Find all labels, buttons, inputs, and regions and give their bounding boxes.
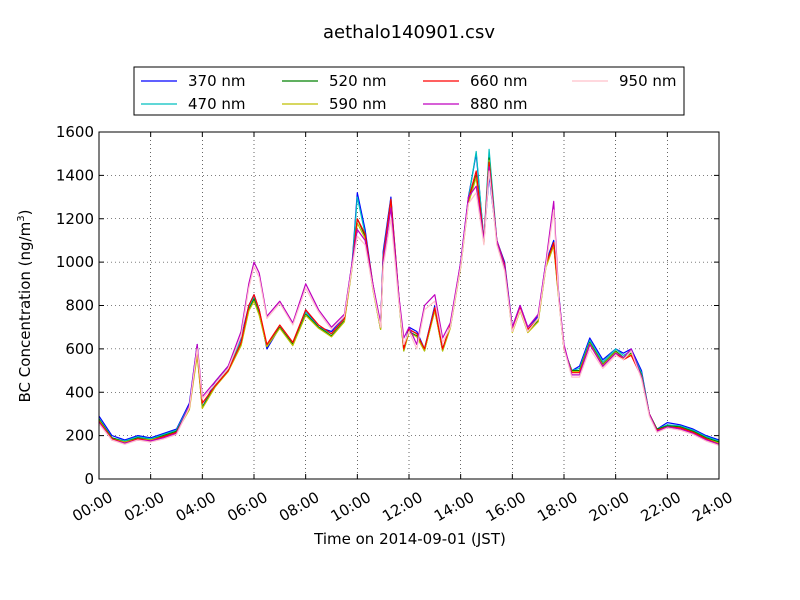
x-tick-label: 22:00 bbox=[638, 488, 684, 525]
x-tick-label: 18:00 bbox=[534, 488, 580, 525]
y-tick-label: 800 bbox=[65, 297, 94, 315]
legend-label: 370 nm bbox=[188, 72, 246, 90]
y-axis-label-sup: 3 bbox=[16, 215, 27, 221]
legend-label: 880 nm bbox=[470, 95, 528, 113]
y-axis-label-end: ) bbox=[16, 210, 34, 216]
series-line bbox=[98, 166, 720, 445]
x-axis-label: Time on 2014-09-01 (JST) bbox=[313, 530, 506, 548]
y-tick-label: 200 bbox=[65, 427, 94, 445]
grid-lines bbox=[99, 132, 719, 479]
y-tick-label: 1200 bbox=[56, 210, 94, 228]
y-tick-label: 600 bbox=[65, 340, 94, 358]
legend-label: 590 nm bbox=[329, 95, 387, 113]
x-tick-label: 14:00 bbox=[431, 488, 477, 525]
y-tick-label: 400 bbox=[65, 383, 94, 401]
x-tick-label: 20:00 bbox=[586, 488, 632, 525]
x-tick-label: 06:00 bbox=[224, 488, 270, 525]
y-tick-label: 0 bbox=[84, 470, 94, 488]
legend-label: 660 nm bbox=[470, 72, 528, 90]
chart-title: aethalo140901.csv bbox=[323, 22, 495, 43]
x-tick-label: 10:00 bbox=[328, 488, 374, 525]
x-tick-label: 12:00 bbox=[379, 488, 425, 525]
x-tick-label: 00:00 bbox=[69, 488, 115, 525]
legend-label: 470 nm bbox=[188, 95, 246, 113]
y-axis: 0 200 400 600 800 1000 1200 1400 1600 bbox=[56, 123, 719, 488]
y-tick-label: 1000 bbox=[56, 253, 94, 271]
series-line bbox=[98, 170, 720, 446]
x-tick-label: 24:00 bbox=[689, 488, 735, 525]
y-tick-label: 1600 bbox=[56, 123, 94, 141]
legend-label: 950 nm bbox=[619, 72, 677, 90]
y-axis-label-main: BC Concentration (ng/m bbox=[16, 222, 34, 403]
legend-label: 520 nm bbox=[329, 72, 387, 90]
plot-area bbox=[98, 148, 720, 446]
x-tick-label: 16:00 bbox=[483, 488, 529, 525]
x-tick-label: 02:00 bbox=[121, 488, 167, 525]
legend: 370 nm 470 nm 520 nm 590 nm 660 nm 880 nm 950 … bbox=[133, 66, 685, 116]
x-tick-label: 04:00 bbox=[173, 488, 219, 525]
legend-box bbox=[133, 66, 685, 116]
y-axis-label: BC Concentration (ng/m3) bbox=[16, 210, 34, 403]
y-tick-label: 1400 bbox=[56, 166, 94, 184]
series-line bbox=[98, 148, 720, 442]
x-tick-label: 08:00 bbox=[276, 488, 322, 525]
